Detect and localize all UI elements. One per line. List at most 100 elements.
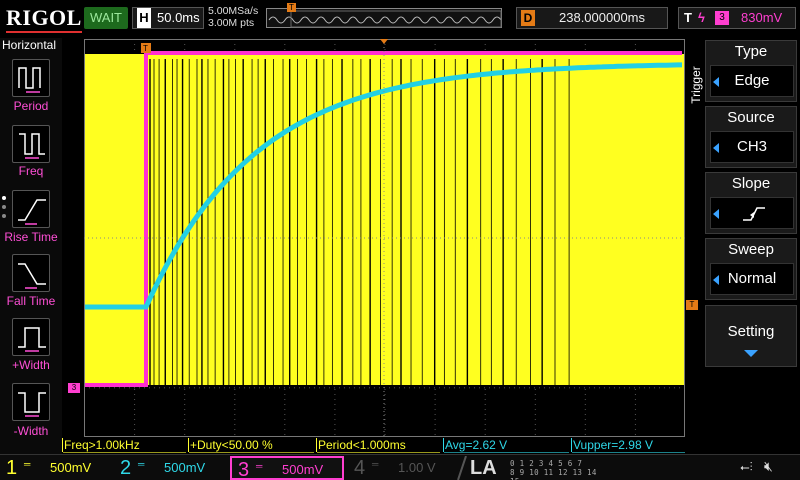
top-bar: RIGOL WAIT H 50.0ms 5.00MSa/s 3.00M pts T… bbox=[0, 0, 800, 38]
measurement-vupper[interactable]: Vupper=2.98 V bbox=[571, 438, 685, 453]
trigger-source-menu[interactable]: Source CH3 bbox=[705, 106, 797, 168]
rise-time-label: Rise Time bbox=[4, 230, 58, 244]
delay-marker-icon bbox=[380, 39, 388, 44]
slope-value[interactable] bbox=[710, 197, 794, 229]
la-row-2: 8 9 10 11 12 13 14 15 bbox=[510, 468, 597, 480]
left-arrow-icon bbox=[713, 209, 719, 219]
channel-4-number: 4 bbox=[354, 457, 366, 479]
trigger-menu-label: Trigger bbox=[689, 66, 703, 104]
dc-coupling-icon: ═ bbox=[372, 459, 379, 469]
channel-1[interactable]: 1 ═ 500mV bbox=[0, 456, 112, 480]
measurement-avg[interactable]: Avg=2.62 V bbox=[443, 438, 569, 453]
trigger-position-marker: T bbox=[287, 3, 296, 12]
dc-coupling-icon: ═ bbox=[256, 461, 263, 471]
channel-4-scale: 1.00 V bbox=[398, 460, 436, 475]
d-label: D bbox=[521, 10, 535, 26]
timebase-value: 50.0ms bbox=[157, 10, 200, 25]
ch3-offset-marker[interactable]: 3 bbox=[68, 383, 80, 393]
sweep-title: Sweep bbox=[728, 241, 774, 258]
freq-label: Freq bbox=[18, 164, 44, 178]
left-arrow-icon bbox=[713, 143, 719, 153]
fall-time-icon bbox=[18, 263, 46, 289]
left-arrow-icon bbox=[713, 275, 719, 285]
trigger-menu-tab: Trigger bbox=[686, 60, 704, 110]
freq-icon bbox=[19, 133, 45, 159]
acquisition-info: 5.00MSa/s 3.00M pts bbox=[208, 5, 258, 29]
measurement-bar: Freq>1.00kHz +Duty<50.00 % Period<1.000m… bbox=[62, 437, 686, 453]
trigger-sweep-menu[interactable]: Sweep Normal bbox=[705, 238, 797, 300]
delay-readout[interactable]: D 238.000000ms bbox=[516, 7, 668, 29]
sweep-value[interactable]: Normal bbox=[710, 263, 794, 295]
trigger-level: 830mV bbox=[741, 10, 783, 25]
type-value[interactable]: Edge bbox=[710, 65, 794, 97]
waveform-display[interactable]: T bbox=[84, 39, 685, 437]
trigger-readout[interactable]: T ϟ 3 830mV bbox=[678, 7, 796, 29]
trigger-channel-badge: 3 bbox=[715, 11, 729, 25]
memory-depth: 3.00M pts bbox=[208, 17, 255, 29]
ch2-waveform bbox=[85, 62, 682, 310]
measurement-duty[interactable]: +Duty<50.00 % bbox=[188, 438, 314, 453]
t-label: T bbox=[684, 10, 692, 25]
negative-width-button[interactable] bbox=[12, 383, 50, 421]
channel-4[interactable]: 4 ═ 1.00 V bbox=[348, 456, 460, 480]
la-label: LA bbox=[470, 457, 497, 479]
ch3-waveform bbox=[85, 51, 682, 387]
run-status-badge[interactable]: WAIT bbox=[84, 7, 128, 29]
channel-3-number: 3 bbox=[238, 459, 250, 480]
source-value-text: CH3 bbox=[736, 138, 767, 155]
dc-coupling-icon: ═ bbox=[138, 459, 145, 469]
channel-2-number: 2 bbox=[120, 457, 132, 479]
trigger-slope-menu[interactable]: Slope bbox=[705, 172, 797, 234]
horizontal-measure-panel: Horizontal Period Freq Rise Time Fall Ti… bbox=[0, 38, 62, 454]
memory-waveform-icon bbox=[268, 10, 502, 28]
setting-title: Setting bbox=[727, 323, 775, 340]
slant-icon bbox=[457, 456, 467, 480]
ch1-pwm-gaps bbox=[149, 59, 570, 385]
fall-time-label: Fall Time bbox=[6, 294, 56, 308]
period-button[interactable] bbox=[12, 59, 50, 97]
channel-1-scale: 500mV bbox=[50, 460, 92, 475]
rise-time-button[interactable] bbox=[12, 190, 50, 228]
period-label: Period bbox=[13, 99, 49, 113]
horizontal-timebase[interactable]: H 50.0ms bbox=[132, 7, 204, 29]
la-channels: 0 1 2 3 4 5 6 7 8 9 10 11 12 13 14 15 bbox=[510, 459, 602, 480]
freq-button[interactable] bbox=[12, 125, 50, 163]
logic-analyzer[interactable]: LA 0 1 2 3 4 5 6 7 8 9 10 11 12 13 14 15 bbox=[457, 456, 602, 480]
channel-bar: 1 ═ 500mV 2 ═ 500mV 3 ═ 500mV 4 ═ 1.00 V… bbox=[0, 454, 800, 480]
source-value[interactable]: CH3 bbox=[710, 131, 794, 163]
rise-time-icon bbox=[18, 199, 46, 225]
sample-rate: 5.00MSa/s bbox=[208, 5, 259, 17]
channel-3[interactable]: 3 ═ 500mV bbox=[230, 456, 344, 480]
trigger-level-marker[interactable]: T bbox=[686, 300, 698, 310]
chevron-down-icon bbox=[744, 350, 758, 357]
fall-time-button[interactable] bbox=[12, 254, 50, 292]
memory-overview[interactable]: T bbox=[266, 3, 502, 28]
period-icon bbox=[18, 67, 41, 93]
trigger-setting-menu[interactable]: Setting bbox=[705, 305, 797, 367]
channel-1-number: 1 bbox=[6, 457, 18, 479]
measurement-period[interactable]: Period<1.000ms bbox=[316, 438, 440, 453]
trigger-type-menu[interactable]: Type Edge bbox=[705, 40, 797, 102]
page-indicator bbox=[2, 196, 6, 223]
type-title: Type bbox=[734, 43, 768, 60]
delay-value: 238.000000ms bbox=[559, 10, 646, 25]
measurement-freq[interactable]: Freq>1.00kHz bbox=[62, 438, 186, 453]
positive-width-button[interactable] bbox=[12, 318, 50, 356]
rising-edge-icon bbox=[743, 207, 765, 221]
h-label: H bbox=[137, 8, 151, 28]
usb-icon: ⭠⫶ bbox=[740, 460, 753, 474]
channel-2[interactable]: 2 ═ 500mV bbox=[114, 456, 226, 480]
channel-2-scale: 500mV bbox=[164, 460, 206, 475]
positive-width-icon bbox=[18, 327, 46, 352]
trigger-time-marker: T bbox=[143, 44, 148, 53]
left-arrow-icon bbox=[713, 77, 719, 87]
negative-width-icon bbox=[18, 392, 46, 417]
la-row-1: 0 1 2 3 4 5 6 7 bbox=[510, 459, 583, 468]
dc-coupling-icon: ═ bbox=[24, 459, 31, 469]
sweep-value-text: Normal bbox=[727, 270, 777, 287]
channel-3-scale: 500mV bbox=[282, 462, 324, 477]
rigol-logo: RIGOL bbox=[6, 5, 82, 33]
positive-width-label: +Width bbox=[12, 358, 50, 372]
speaker-mute-icon[interactable]: 🔇︎ bbox=[764, 458, 773, 474]
slope-title: Slope bbox=[731, 175, 771, 192]
